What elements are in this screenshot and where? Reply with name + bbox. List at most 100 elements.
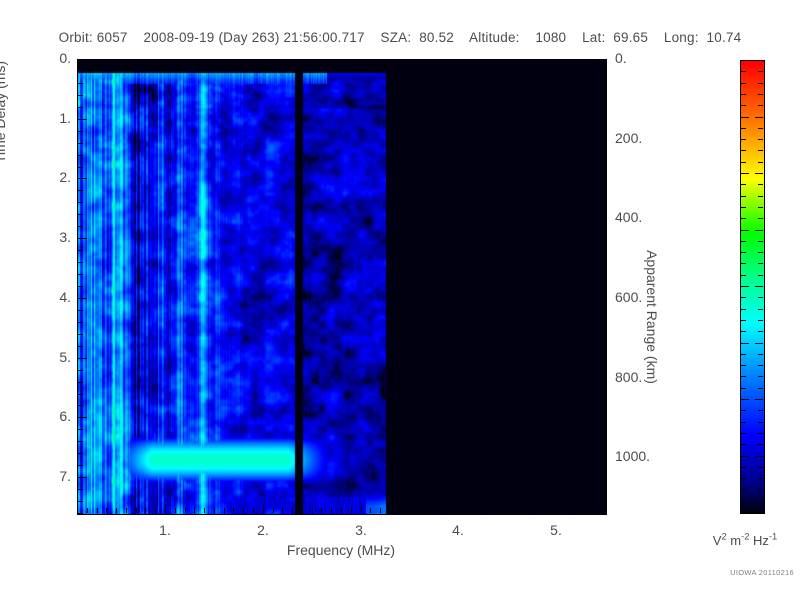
tick-mark [97, 508, 98, 513]
tick-mark [600, 398, 605, 399]
tick-mark [497, 60, 498, 65]
colorbar-tick [758, 410, 763, 411]
left-tick-label: 2. [59, 169, 71, 185]
tick-mark [331, 60, 332, 65]
left-tick-label: 5. [59, 349, 71, 365]
tick-mark [78, 417, 87, 418]
colorbar-tick [741, 117, 749, 118]
colorbar-tick [741, 467, 746, 468]
colorbar-tick [755, 343, 763, 344]
tick-mark [566, 508, 567, 513]
colorbar-tick [741, 252, 746, 253]
colorbar-tick [741, 489, 746, 490]
tick-mark [488, 508, 489, 513]
tick-mark [449, 60, 450, 65]
colorbar-tick [758, 331, 763, 332]
left-tick-label: 1. [59, 110, 71, 126]
colorbar-tick [741, 196, 746, 197]
colorbar-tick [741, 60, 749, 61]
tick-mark [263, 504, 264, 513]
tick-mark [78, 143, 83, 144]
tick-mark [78, 405, 83, 406]
tick-mark [600, 79, 605, 80]
colorbar-tick [741, 263, 746, 264]
tick-mark [351, 60, 352, 65]
colorbar-tick [758, 354, 763, 355]
tick-mark [585, 60, 586, 65]
tick-mark [204, 60, 205, 65]
colorbar-tick [741, 309, 746, 310]
tick-mark [78, 202, 83, 203]
tick-mark [370, 508, 371, 513]
tick-mark [78, 71, 83, 72]
colorbar-tick [741, 456, 749, 457]
tick-mark [165, 60, 166, 69]
tick-mark [292, 508, 293, 513]
colorbar-tick [758, 83, 763, 84]
bottom-tick-label: 1. [159, 522, 171, 538]
tick-mark [185, 508, 186, 513]
tick-mark [380, 508, 381, 513]
tick-mark [600, 238, 605, 239]
tick-mark [585, 508, 586, 513]
colorbar-tick [758, 207, 763, 208]
tick-mark [600, 318, 605, 319]
right-tick-label: 1000. [615, 448, 651, 464]
tick-mark [273, 60, 274, 65]
colorbar-tick [741, 230, 749, 231]
tick-mark [78, 250, 83, 251]
tick-mark [263, 60, 264, 69]
tick-mark [556, 504, 557, 513]
colorbar-tick [741, 444, 746, 445]
colorbar-tick [741, 297, 746, 298]
tick-mark [361, 60, 362, 69]
tick-mark [449, 508, 450, 513]
tick-mark [537, 508, 538, 513]
tick-mark [546, 508, 547, 513]
tick-mark [596, 218, 605, 219]
colorbar-tick [758, 184, 763, 185]
tick-mark [468, 508, 469, 513]
tick-mark [78, 310, 83, 311]
tick-mark [126, 508, 127, 513]
tick-mark [155, 60, 156, 65]
colorbar-tick [755, 456, 763, 457]
colorbar-units: V2 m-2 Hz-1 [690, 532, 800, 548]
colorbar-tick [741, 512, 749, 513]
colorbar-tick [741, 343, 749, 344]
tick-mark [233, 508, 234, 513]
colorbar-tick [755, 230, 763, 231]
tick-mark [596, 59, 605, 60]
colorbar-tick [758, 376, 763, 377]
tick-mark [527, 60, 528, 65]
tick-mark [321, 508, 322, 513]
tick-mark [478, 508, 479, 513]
tick-mark [78, 59, 87, 60]
tick-mark [204, 508, 205, 513]
spectrogram-canvas [78, 60, 606, 514]
colorbar-tick [741, 331, 746, 332]
right-tick-label: 800. [615, 369, 643, 385]
colorbar-tick [758, 320, 763, 321]
colorbar-tick [741, 184, 746, 185]
tick-mark [78, 453, 83, 454]
right-tick-label: 0. [615, 50, 627, 66]
tick-mark [341, 508, 342, 513]
credit-text: UIOWA 20110216 [730, 568, 794, 577]
tick-mark [546, 60, 547, 65]
colorbar-tick [758, 128, 763, 129]
tick-mark [341, 60, 342, 65]
colorbar-tick [758, 275, 763, 276]
colorbar-tick [741, 241, 746, 242]
colorbar-tick [741, 365, 746, 366]
tick-mark [194, 60, 195, 65]
tick-mark [78, 178, 87, 179]
colorbar [740, 60, 765, 514]
tick-mark [78, 489, 83, 490]
tick-mark [600, 258, 605, 259]
colorbar-tick [741, 388, 746, 389]
colorbar-tick [758, 309, 763, 310]
bottom-tick-label: 4. [452, 522, 464, 538]
tick-mark [439, 508, 440, 513]
tick-mark [78, 298, 87, 299]
